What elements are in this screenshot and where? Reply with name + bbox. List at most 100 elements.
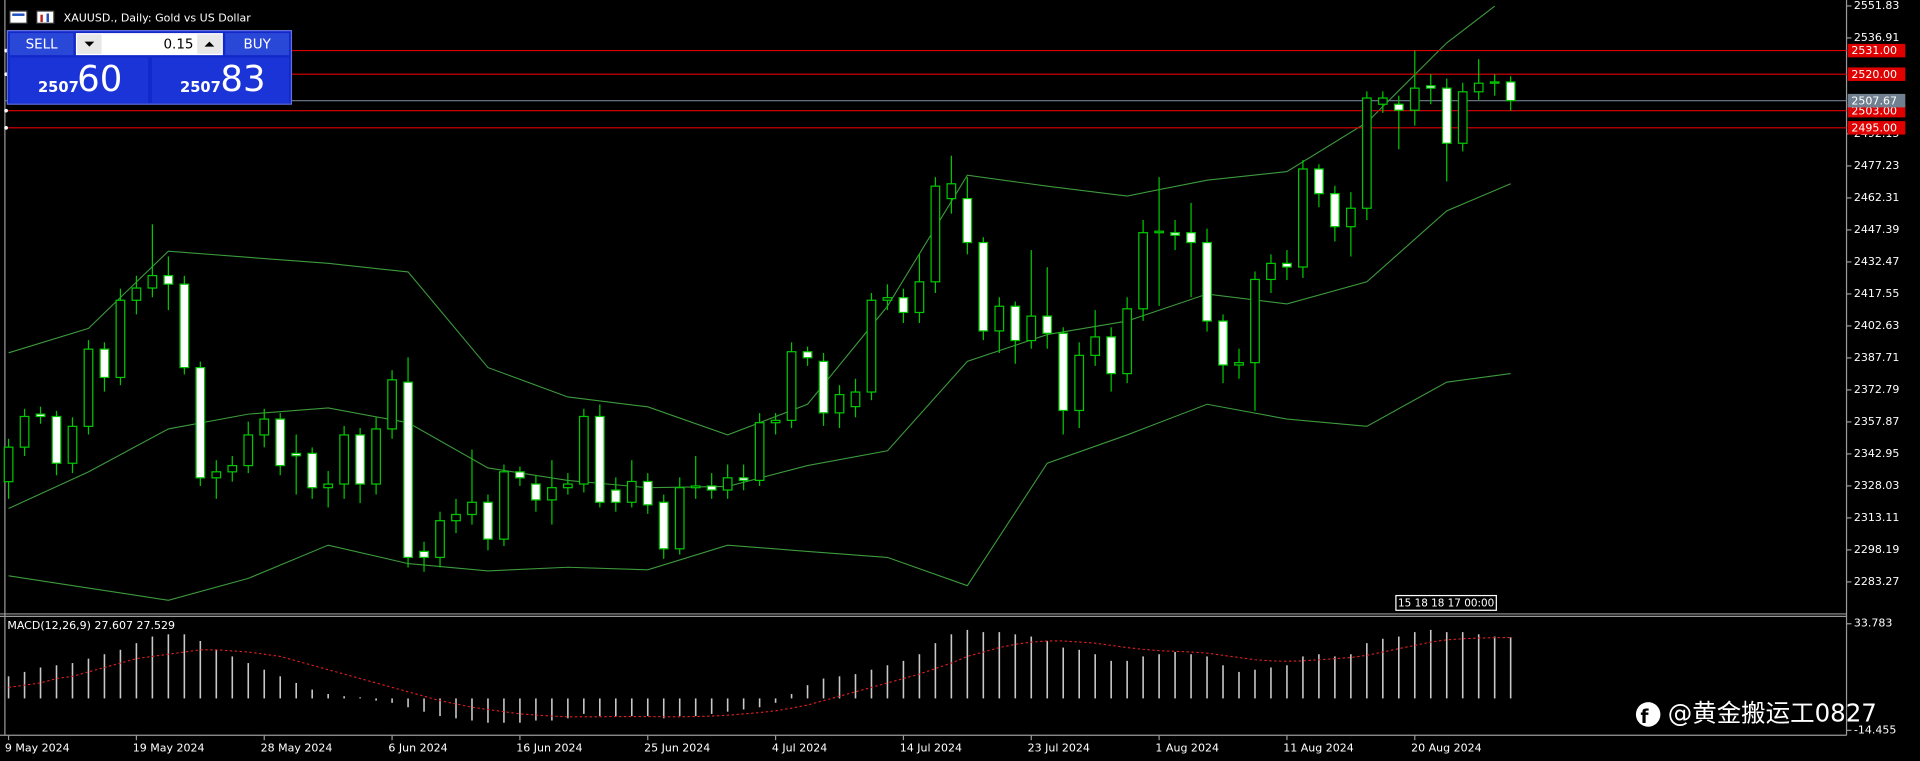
y-tick-label: 2328.03: [1854, 479, 1900, 492]
x-tick-label: 16 Jun 2024: [516, 742, 582, 755]
x-tick-label: 6 Jun 2024: [388, 742, 447, 755]
candle-body: [722, 477, 733, 491]
y-tick-label: 2551.83: [1854, 0, 1900, 12]
sell-price-box[interactable]: [9, 57, 149, 103]
candle-body: [179, 283, 190, 369]
candle-body: [1010, 305, 1021, 342]
sell-label[interactable]: SELL: [26, 37, 59, 53]
candle-body: [738, 477, 749, 482]
y-tick-label: 2432.47: [1854, 255, 1900, 268]
level-label: 2495.00: [1851, 121, 1897, 134]
timer: 15 18 18 17 00:00: [1398, 598, 1494, 610]
candle-body: [834, 393, 845, 414]
candle-body: [259, 418, 270, 436]
macd-pane: 33.783 -14.455: [7, 617, 1897, 736]
candle-body: [387, 379, 397, 430]
candle-body: [610, 489, 621, 503]
candle-body: [1266, 262, 1276, 281]
candle-body: [1234, 362, 1244, 366]
candle-body: [1042, 315, 1053, 334]
candle-body: [1393, 103, 1404, 111]
candle-body: [403, 381, 413, 559]
chart-title: XAUUSD., Daily: Gold vs US Dollar: [64, 11, 252, 24]
bid-big[interactable]: 2507: [38, 79, 79, 96]
x-tick-label: 1 Aug 2024: [1155, 742, 1219, 755]
candle-body: [546, 487, 557, 501]
bid-small[interactable]: 60: [77, 59, 122, 100]
buy-price-box[interactable]: [151, 57, 289, 103]
candle-body: [930, 185, 941, 283]
facebook-icon: [1635, 702, 1661, 727]
y-tick-label: 2283.27: [1854, 575, 1900, 588]
candle-body: [1170, 232, 1180, 236]
y-tick-label: 2536.91: [1854, 31, 1900, 44]
candle-body: [642, 480, 653, 506]
candle-body: [1377, 97, 1388, 105]
level-label: 2520.00: [1851, 68, 1897, 81]
candle-body: [371, 428, 381, 485]
x-tick-label: 4 Jul 2024: [772, 742, 827, 755]
band-line: [8, 5, 1496, 436]
candle-body: [1202, 241, 1212, 322]
candle-body: [690, 485, 701, 489]
y-tick-label: 2372.79: [1854, 383, 1900, 396]
candle-body: [51, 415, 62, 464]
candle-body: [35, 413, 46, 418]
candle-body: [866, 299, 877, 393]
price-pane: 2551.832536.912492.152477.232462.312447.…: [3, 0, 1906, 755]
candle-body: [578, 415, 589, 485]
candle-body: [1313, 168, 1324, 195]
candle-body: [1154, 230, 1164, 234]
ask-small[interactable]: 83: [220, 59, 265, 100]
candle-body: [914, 281, 925, 314]
candle-body: [850, 391, 861, 408]
candle-body: [786, 351, 797, 421]
candle-body: [435, 520, 445, 559]
level-handle: [4, 125, 8, 130]
candle-body: [754, 422, 765, 482]
candle-body: [626, 480, 637, 503]
candle-body: [1457, 91, 1468, 144]
candle-body: [1058, 332, 1069, 412]
candle-body: [1489, 81, 1500, 84]
x-tick-label: 19 May 2024: [133, 742, 205, 755]
y-tick-label: 2357.87: [1854, 415, 1900, 428]
ask-big[interactable]: 2507: [180, 79, 221, 96]
buy-label[interactable]: BUY: [243, 37, 271, 53]
candle-body: [243, 434, 254, 467]
price-label: 2507.67: [1851, 94, 1897, 107]
candle-body: [467, 501, 477, 516]
level-tag: [1847, 67, 1906, 81]
candle-body: [658, 501, 669, 550]
down-arrow: [84, 41, 95, 47]
x-tick-label: 9 May 2024: [5, 742, 70, 755]
y-tick-label: 2313.11: [1854, 511, 1900, 524]
buy-button[interactable]: [225, 33, 289, 56]
volume-input[interactable]: [75, 33, 223, 56]
level-label: 2531.00: [1851, 44, 1897, 57]
candle-body: [1218, 320, 1228, 366]
candle-body: [227, 464, 238, 473]
candle-body: [1138, 232, 1149, 310]
macd-title: MACD(12,26,9) 27.607 27.529: [7, 619, 175, 632]
candle-body: [994, 305, 1005, 332]
candle-body: [882, 297, 893, 301]
candle-body: [674, 487, 685, 550]
candle-body: [946, 183, 957, 200]
candle-body: [275, 418, 286, 467]
x-tick-label: 28 May 2024: [261, 742, 333, 755]
candle-body: [594, 415, 605, 503]
candle-body: [1026, 315, 1037, 342]
band-line: [8, 373, 1511, 601]
x-tick-label: 20 Aug 2024: [1411, 742, 1482, 755]
y-tick-label: -14.455: [1854, 723, 1897, 736]
candle-body: [1409, 87, 1420, 111]
volume-value[interactable]: 0.15: [163, 37, 193, 53]
y-tick-label: 2417.55: [1854, 287, 1900, 300]
candle-body: [515, 471, 525, 479]
candle-body: [1505, 81, 1516, 102]
sell-button[interactable]: [9, 33, 74, 56]
